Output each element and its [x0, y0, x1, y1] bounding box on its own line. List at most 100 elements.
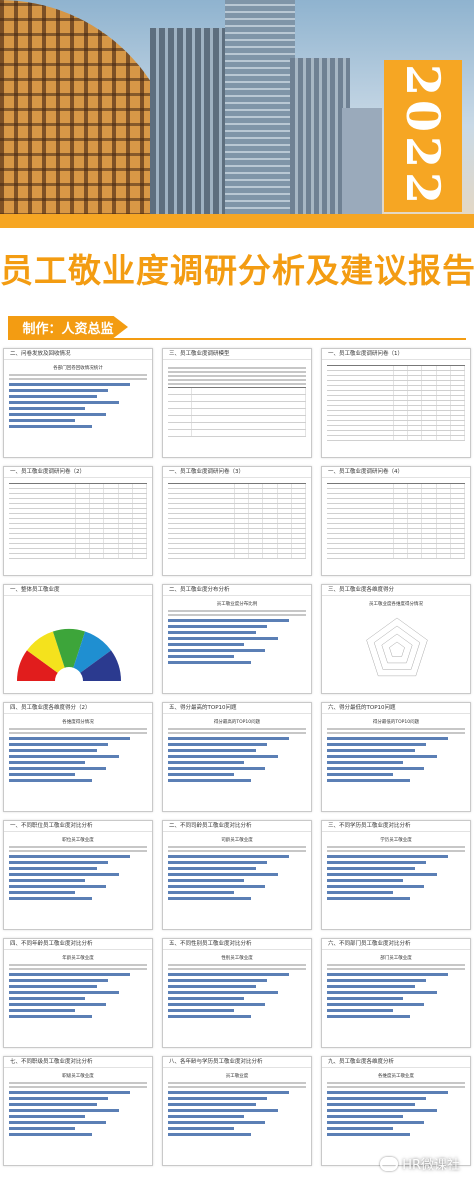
text-line [168, 383, 306, 385]
table-row [327, 509, 466, 514]
table-row [327, 371, 466, 376]
chart-bar [327, 1121, 424, 1124]
chart-bar [327, 773, 394, 776]
chart-bar [9, 1097, 109, 1100]
text-line [168, 968, 306, 970]
chart-bar [168, 767, 265, 770]
chart-bar [168, 1127, 235, 1130]
table-row [327, 401, 466, 406]
table-row [168, 524, 307, 529]
chart-bar [168, 991, 279, 994]
chart-bar [327, 873, 438, 876]
table-row [168, 402, 306, 409]
text-line [9, 374, 147, 376]
slide-table [327, 483, 466, 559]
slide-thumbnail[interactable]: 九、员工敬业度各维度分析 各维度员工敬业度 [321, 1056, 471, 1166]
slide-content [9, 601, 147, 693]
table-row [9, 499, 148, 504]
slide-heading: 二、问卷发放及回收情况 [4, 349, 152, 360]
table-row [168, 534, 307, 539]
table-row [9, 539, 148, 544]
slide-thumbnail[interactable]: 五、不同性别员工敬业度对比分析 性别员工敬业度 [162, 938, 312, 1048]
chart-bar [168, 625, 268, 628]
slide-chart-title: 各部门回卷回收情况统计 [53, 366, 103, 371]
text-line [168, 379, 306, 381]
text-line [327, 964, 465, 966]
slide-thumbnail[interactable]: 一、不同职位员工敬业度对比分析 职位员工敬业度 [3, 820, 153, 930]
slide-thumbnail[interactable]: 三、不同学历员工敬业度对比分析 学历员工敬业度 [321, 820, 471, 930]
slide-thumbnail[interactable]: 一、员工敬业度调研问卷（1） [321, 348, 471, 458]
text-line [168, 375, 306, 377]
chart-bar [9, 737, 131, 740]
chart-bar [168, 1133, 251, 1136]
radar-ring [381, 633, 413, 664]
building-photo-tower-4 [342, 108, 382, 228]
chart-bar [327, 749, 416, 752]
slide-thumbnail[interactable]: 三、员工敬业度各维度得分 员工敬业度各维度得分情况 [321, 584, 471, 694]
text-line [168, 732, 306, 734]
text-line [168, 367, 306, 369]
chart-bar [327, 997, 403, 1000]
slide-heading: 五、不同性别员工敬业度对比分析 [163, 939, 311, 950]
table-row [168, 423, 306, 430]
chart-bar [9, 419, 76, 422]
slide-heading: 二、不同司龄员工敬业度对比分析 [163, 821, 311, 832]
slide-chart-title: 各维度得分情况 [62, 720, 94, 725]
chart-bar [168, 1103, 257, 1106]
chart-bar [9, 1121, 106, 1124]
chart-bar [327, 891, 394, 894]
slide-heading: 一、不同职位员工敬业度对比分析 [4, 821, 152, 832]
text-line [9, 850, 147, 852]
slide-thumbnail[interactable]: 八、各年龄与学历员工敬业度对比分析 员工敬业度 [162, 1056, 312, 1166]
chart-bar [327, 1103, 416, 1106]
slide-chart-title: 员工敬业度各维度得分情况 [369, 602, 423, 607]
building-photo-tower-3 [290, 58, 350, 228]
chart-bar [168, 973, 290, 976]
slide-content: 各维度得分情况 [9, 719, 147, 805]
slide-thumbnail[interactable]: 三、员工敬业度调研模型 [162, 348, 312, 458]
table-row [327, 539, 466, 544]
table-row [9, 509, 148, 514]
slide-thumbnail[interactable]: 二、问卷发放及回收情况各部门回卷回收情况统计 [3, 348, 153, 458]
slide-thumbnail[interactable]: 四、员工敬业度各维度得分（2） 各维度得分情况 [3, 702, 153, 812]
table-row [168, 544, 307, 549]
slide-heading: 六、不同部门员工敬业度对比分析 [322, 939, 470, 950]
slide-thumbnail[interactable]: 二、员工敬业度分布分析 员工敬业度分布比例 [162, 584, 312, 694]
slide-thumbnail[interactable]: 二、不同司龄员工敬业度对比分析 司龄员工敬业度 [162, 820, 312, 930]
slide-thumbnail[interactable]: 五、得分最高的TOP10问题 得分最高的TOP10问题 [162, 702, 312, 812]
slide-heading: 七、不同职级员工敬业度对比分析 [4, 1057, 152, 1068]
table-row [168, 499, 307, 504]
chart-bar [168, 631, 257, 634]
chart-bar [327, 1097, 427, 1100]
slide-thumbnail[interactable]: 六、得分最低的TOP10问题 得分最低的TOP10问题 [321, 702, 471, 812]
slide-thumbnail[interactable]: 一、员工敬业度调研问卷（3） [162, 466, 312, 576]
chart-bar [9, 879, 85, 882]
chart-bar [9, 979, 109, 982]
slide-chart-title: 职级员工敬业度 [62, 1074, 94, 1079]
table-row [327, 376, 466, 381]
slide-content [327, 365, 466, 451]
slide-thumbnail[interactable]: 六、不同部门员工敬业度对比分析 部门员工敬业度 [321, 938, 471, 1048]
table-row [327, 426, 466, 431]
slide-thumbnail[interactable]: 四、不同年龄员工敬业度对比分析 年龄员工敬业度 [3, 938, 153, 1048]
chart-bar [9, 1009, 76, 1012]
slide-heading: 八、各年龄与学历员工敬业度对比分析 [163, 1057, 311, 1068]
text-line [168, 614, 306, 616]
building-photo-tower-1 [150, 28, 230, 228]
chart-bar [168, 1097, 268, 1100]
slide-thumbnail[interactable]: 七、不同职级员工敬业度对比分析职级员工敬业度 [3, 1056, 153, 1166]
chart-bar [168, 779, 251, 782]
text-line [327, 1086, 465, 1088]
slide-thumbnail[interactable]: 一、整体员工敬业度 [3, 584, 153, 694]
slide-thumbnail[interactable]: 一、员工敬业度调研问卷（2） [3, 466, 153, 576]
chart-bar [168, 855, 290, 858]
table-row [9, 534, 148, 539]
slide-content: 职级员工敬业度 [9, 1073, 147, 1159]
table-row [168, 494, 307, 499]
gauge-segment [52, 629, 86, 681]
report-title: 员工敬业度调研分析及建议报告 [0, 251, 474, 290]
slide-thumbnail[interactable]: 一、员工敬业度调研问卷（4） [321, 466, 471, 576]
table-row [327, 499, 466, 504]
radar-ring [389, 641, 405, 657]
chart-bar [9, 1003, 106, 1006]
